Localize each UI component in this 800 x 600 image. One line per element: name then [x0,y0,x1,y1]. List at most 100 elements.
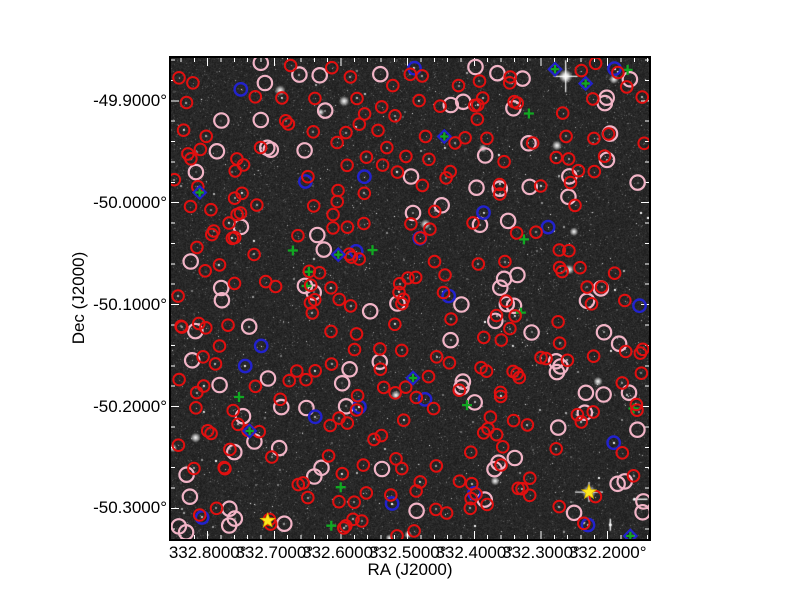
pink-circle [498,295,516,313]
pink-circle [609,475,626,493]
red-circle [525,136,540,150]
pink-circle [309,226,326,244]
y-tick-label: -50.0000° [93,192,167,212]
red-circle [302,264,317,279]
red-circle [303,278,318,292]
red-circle [489,308,504,323]
blue-circle [417,391,433,407]
red-circle [231,417,245,432]
red-circle [522,488,537,503]
red-circle [586,349,601,364]
red-circle [226,403,241,418]
red-circle [429,459,444,473]
pink-circle [252,111,270,129]
green-plus [626,531,635,539]
red-circle [597,149,612,163]
red-circle [349,403,364,417]
red-circle [618,344,633,359]
red-circle [464,445,478,460]
red-circle [413,475,428,489]
blue-diamond-green-plus [547,61,563,77]
red-circle [630,403,644,418]
pink-circle [341,360,358,378]
red-circle [499,294,513,308]
red-circle [392,276,407,291]
pink-circle [577,384,595,402]
red-circle [552,336,567,351]
red-circle [439,171,453,185]
pink-circle [595,323,613,341]
red-circle [634,366,649,381]
red-circle [388,317,402,332]
red-circle [512,370,527,385]
red-circle [367,432,381,447]
pink-circle [491,279,509,296]
red-circle [347,495,361,510]
green-plus [462,400,472,411]
red-circle [290,364,304,378]
red-circle [580,280,594,294]
red-circle [390,165,405,179]
blue-diamond-green-plus [622,528,639,539]
red-circle [227,276,242,291]
pink-circle [256,74,274,92]
red-circle [476,426,491,440]
red-circle [374,100,389,114]
red-circle [340,158,354,173]
red-circle [584,297,599,311]
red-circle [359,486,374,500]
red-circle [635,90,649,104]
red-circle [283,58,298,73]
blue-circle [607,61,622,77]
red-circle [503,70,518,84]
red-circle [380,140,394,155]
red-circle [312,266,327,280]
red-circle [404,217,418,231]
red-circle [571,163,586,178]
red-circle [611,65,625,80]
red-circle [587,164,602,179]
pink-circle [442,331,459,349]
pink-circle [252,58,270,72]
red-circle [413,231,428,245]
red-circle [335,466,350,481]
blue-circle [194,510,210,525]
red-circle [497,154,511,169]
red-circle [258,274,273,289]
pink-circle [549,419,567,436]
red-circle [350,91,364,106]
red-circle [423,222,437,236]
x-tick-label: 332.3000° [502,543,580,562]
green-plus [581,79,590,88]
red-circle [594,280,609,294]
red-circle [332,411,346,425]
red-circle [204,426,218,441]
red-circle [265,450,279,464]
red-circle [559,129,573,144]
red-circle [552,243,567,257]
red-circle [212,258,227,272]
red-circle [552,499,567,514]
pink-circle [177,524,195,539]
red-circle [626,469,641,483]
blue-circle [307,409,323,425]
red-circle [359,150,374,164]
red-circle [204,202,218,217]
red-circle [560,353,575,368]
pink-circle [499,212,517,230]
red-circle [291,477,306,492]
red-circle [373,362,388,377]
red-circle [171,289,185,303]
red-circle [196,379,211,393]
pink-circle [514,70,531,87]
blue-circle [540,219,556,235]
y-tick-label: -50.2000° [93,396,167,416]
red-circle [390,529,404,539]
red-circle [299,372,313,387]
red-circle [495,440,510,454]
red-circle [494,458,508,472]
red-circle [422,152,436,167]
red-circle [325,60,339,75]
red-circle [433,99,447,114]
red-circle [574,415,589,429]
